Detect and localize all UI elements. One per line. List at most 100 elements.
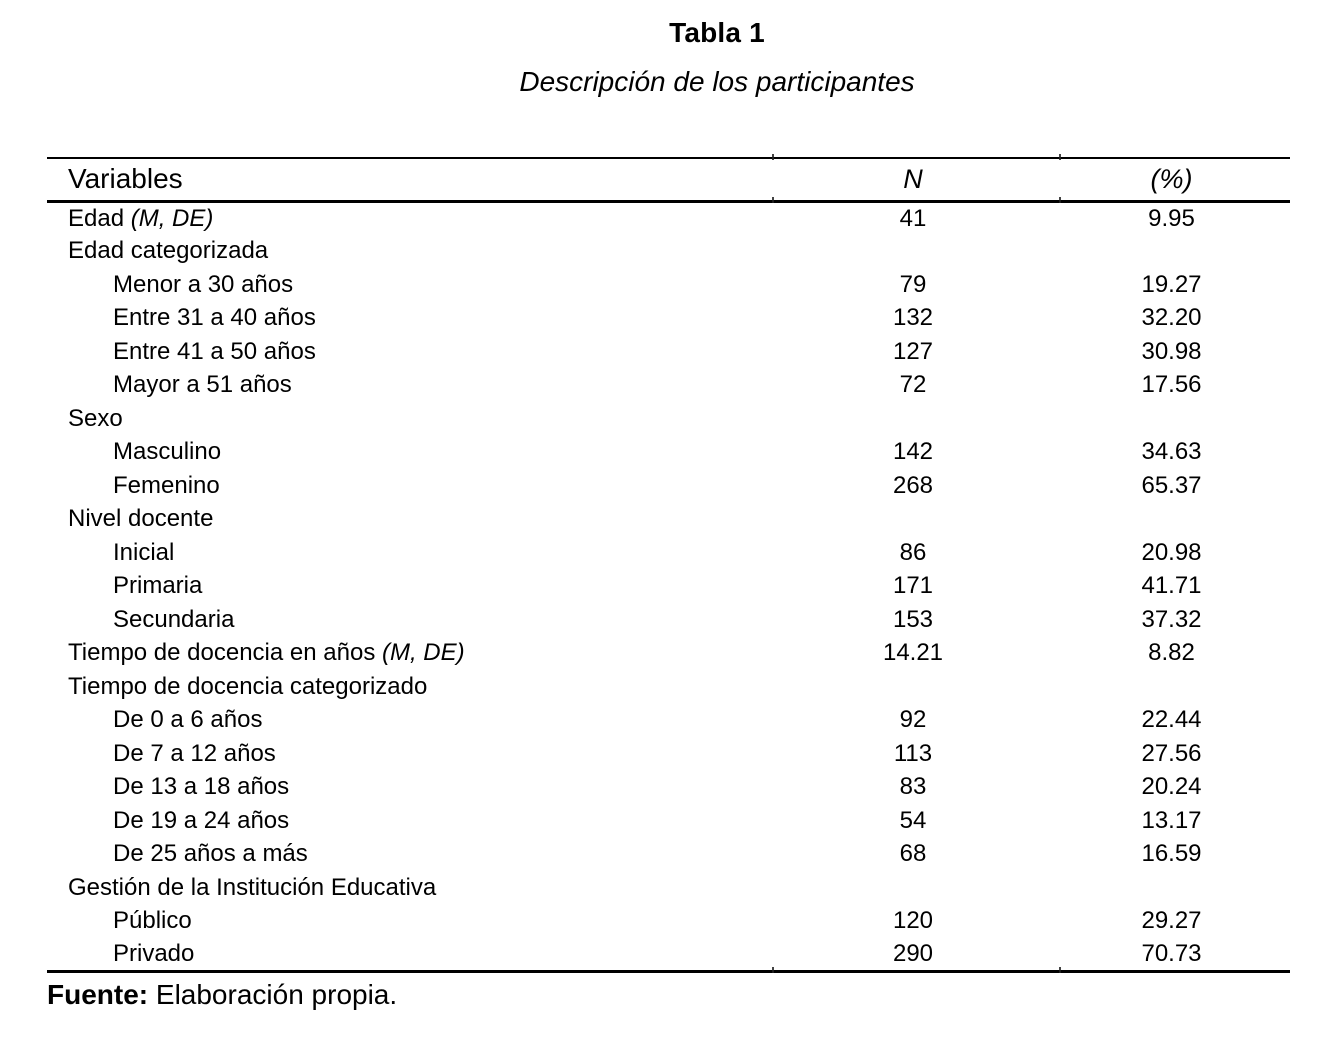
row-label: Gestión de la Institución Educativa bbox=[68, 873, 437, 901]
row-n-value: 79 bbox=[899, 270, 927, 298]
source-text: Elaboración propia. bbox=[155, 979, 398, 1010]
row-label: Femenino bbox=[113, 471, 220, 499]
table-header: Variables N (%) bbox=[47, 157, 1290, 203]
row-percent-value: 22.44 bbox=[1141, 706, 1202, 734]
row-label: Público bbox=[113, 907, 192, 935]
table-row: Masculino 142 34.63 bbox=[47, 436, 1290, 470]
participants-table: Variables N (%) Edad (M, DE) 41 9.95 Eda… bbox=[47, 157, 1290, 973]
row-label-cell: De 19 a 24 años bbox=[47, 804, 773, 838]
cell-border-tick bbox=[772, 197, 774, 203]
cell-border-tick bbox=[1059, 967, 1061, 973]
header-n: N bbox=[773, 157, 1053, 203]
row-label-cell: Tiempo de docencia categorizado bbox=[47, 670, 773, 704]
row-label: Menor a 30 años bbox=[113, 270, 294, 298]
row-n-value: 268 bbox=[892, 471, 934, 499]
row-percent-value: 29.27 bbox=[1141, 907, 1202, 935]
table-row: Edad categorizada bbox=[47, 235, 1290, 269]
row-label-cell: Edad (M, DE) bbox=[47, 201, 773, 235]
table-row: Entre 41 a 50 años 127 30.98 bbox=[47, 335, 1290, 369]
row-percent-value: 41.71 bbox=[1141, 572, 1202, 600]
row-label: Entre 41 a 50 años bbox=[113, 337, 316, 365]
row-percent-value: 30.98 bbox=[1141, 337, 1202, 365]
table-caption: Tabla 1 Descripción de los participantes bbox=[56, 16, 1322, 99]
row-percent-value: 34.63 bbox=[1141, 438, 1202, 466]
row-label: De 7 a 12 años bbox=[113, 739, 276, 767]
row-label: Secundaria bbox=[113, 605, 235, 633]
cell-border-tick bbox=[1059, 154, 1061, 160]
row-n-value: 83 bbox=[899, 773, 927, 801]
row-label-cell: Privado bbox=[47, 938, 773, 973]
table-row: Tiempo de docencia categorizado bbox=[47, 670, 1290, 704]
row-label: De 13 a 18 años bbox=[113, 773, 290, 801]
row-percent-value: 13.17 bbox=[1141, 806, 1202, 834]
row-n-value: 72 bbox=[899, 371, 927, 399]
header-variables: Variables bbox=[47, 157, 773, 203]
row-label: Edad bbox=[68, 204, 131, 232]
cell-border-tick bbox=[772, 154, 774, 160]
row-n-value: 86 bbox=[899, 538, 927, 566]
table-row: Femenino 268 65.37 bbox=[47, 469, 1290, 503]
row-label-cell: Sexo bbox=[47, 402, 773, 436]
row-n-value: 171 bbox=[892, 572, 934, 600]
row-label: Masculino bbox=[113, 438, 222, 466]
row-percent-value bbox=[1053, 503, 1290, 537]
row-n-value bbox=[773, 503, 1053, 537]
row-n-value: 54 bbox=[899, 806, 927, 834]
row-n-value: 290 bbox=[773, 938, 1053, 973]
row-percent-value: 19.27 bbox=[1141, 270, 1202, 298]
row-percent-value: 20.98 bbox=[1141, 538, 1202, 566]
table-body: Edad (M, DE) 41 9.95 Edad categorizada M… bbox=[47, 201, 1290, 973]
row-n-value: 132 bbox=[892, 304, 934, 332]
table-row: Secundaria 153 37.32 bbox=[47, 603, 1290, 637]
table-row: Mayor a 51 años 72 17.56 bbox=[47, 369, 1290, 403]
row-label-cell: Entre 31 a 40 años bbox=[47, 302, 773, 336]
table-row: Nivel docente bbox=[47, 503, 1290, 537]
row-n-value: 120 bbox=[892, 907, 934, 935]
table-row: De 19 a 24 años 54 13.17 bbox=[47, 804, 1290, 838]
row-label: Primaria bbox=[113, 572, 203, 600]
table-row: Edad (M, DE) 41 9.95 bbox=[47, 201, 1290, 235]
row-n-value: 142 bbox=[892, 438, 934, 466]
row-n-value: 68 bbox=[899, 840, 927, 868]
row-label-cell: Mayor a 51 años bbox=[47, 369, 773, 403]
row-percent-value: 65.37 bbox=[1141, 471, 1202, 499]
table-row: De 7 a 12 años 113 27.56 bbox=[47, 737, 1290, 771]
table-row: Sexo bbox=[47, 402, 1290, 436]
row-percent-value: 17.56 bbox=[1141, 371, 1202, 399]
row-label-cell: Nivel docente bbox=[47, 503, 773, 537]
row-label-cell: De 0 a 6 años bbox=[47, 704, 773, 738]
row-label-cell: De 13 a 18 años bbox=[47, 771, 773, 805]
row-n-value bbox=[773, 871, 1053, 905]
table-row: Inicial 86 20.98 bbox=[47, 536, 1290, 570]
row-label-cell: Menor a 30 años bbox=[47, 268, 773, 302]
table-title: Descripción de los participantes bbox=[519, 66, 915, 97]
row-label-cell: Entre 41 a 50 años bbox=[47, 335, 773, 369]
cell-border-tick bbox=[1059, 197, 1061, 203]
row-percent-value bbox=[1053, 871, 1290, 905]
row-percent-value bbox=[1053, 402, 1290, 436]
row-label: Tiempo de docencia en años bbox=[68, 639, 382, 667]
row-percent-value: 8.82 bbox=[1148, 639, 1195, 667]
row-label: Sexo bbox=[68, 404, 123, 432]
table-row: De 0 a 6 años 92 22.44 bbox=[47, 704, 1290, 738]
row-label: De 19 a 24 años bbox=[113, 806, 290, 834]
row-label-cell: Gestión de la Institución Educativa bbox=[47, 871, 773, 905]
row-label-cell: Secundaria bbox=[47, 603, 773, 637]
row-percent-value: 20.24 bbox=[1141, 773, 1202, 801]
cell-border-tick bbox=[772, 967, 774, 973]
row-label: Tiempo de docencia categorizado bbox=[68, 672, 428, 700]
row-label-cell: De 7 a 12 años bbox=[47, 737, 773, 771]
row-label-stat-notation: (M, DE) bbox=[381, 639, 465, 667]
row-label: Mayor a 51 años bbox=[113, 371, 292, 399]
row-percent-value bbox=[1053, 235, 1290, 269]
row-label-stat-notation: (M, DE) bbox=[130, 204, 214, 232]
row-label-cell: Masculino bbox=[47, 436, 773, 470]
row-label: De 0 a 6 años bbox=[113, 706, 263, 734]
table-row: Menor a 30 años 79 19.27 bbox=[47, 268, 1290, 302]
row-label-cell: Público bbox=[47, 905, 773, 939]
row-n-value: 127 bbox=[892, 337, 934, 365]
table-number: Tabla 1 bbox=[669, 17, 765, 48]
table-row: Primaria 171 41.71 bbox=[47, 570, 1290, 604]
row-percent-value: 16.59 bbox=[1141, 840, 1202, 868]
